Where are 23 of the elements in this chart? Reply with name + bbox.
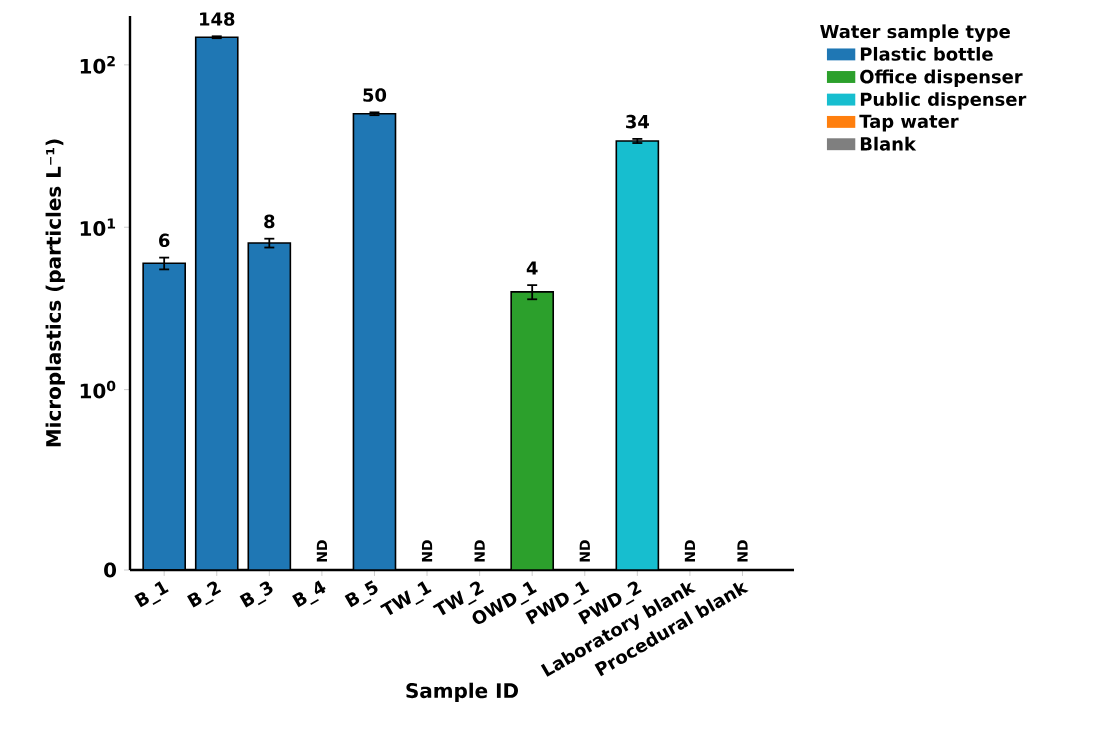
x-tick-label: B_3 <box>239 581 273 608</box>
y-tick-label: 10$^{1}$ <box>80 218 116 237</box>
legend-label: Office dispenser <box>860 69 1023 87</box>
data-label: 50 <box>363 88 387 102</box>
legend-label: Tap water <box>859 114 959 132</box>
data-label: 34 <box>626 114 649 129</box>
x-tick-label: B_5 <box>344 580 378 608</box>
x-tick-label: B_2 <box>187 581 222 608</box>
legend-label: Blank <box>860 136 917 151</box>
data-label: 8 <box>264 214 275 229</box>
legend-label: Plastic bottle <box>860 46 993 61</box>
y-axis-title: Microplastics (particles L⁻¹) <box>45 139 65 447</box>
data-label: 6 <box>159 233 170 248</box>
x-axis-title: Sample ID <box>406 682 518 703</box>
legend-label: Public dispenser <box>860 92 1027 110</box>
data-label: 4 <box>526 261 538 275</box>
x-tick-label: B_1 <box>134 581 169 608</box>
x-tick-label: B_4 <box>292 580 326 608</box>
y-tick-label: 10$^{0}$ <box>80 380 116 399</box>
y-tick-label: 10$^{2}$ <box>80 55 115 74</box>
legend-title: Water sample type <box>820 24 1010 42</box>
data-label: 148 <box>200 12 235 26</box>
y-tick-label: 0 <box>104 562 117 578</box>
